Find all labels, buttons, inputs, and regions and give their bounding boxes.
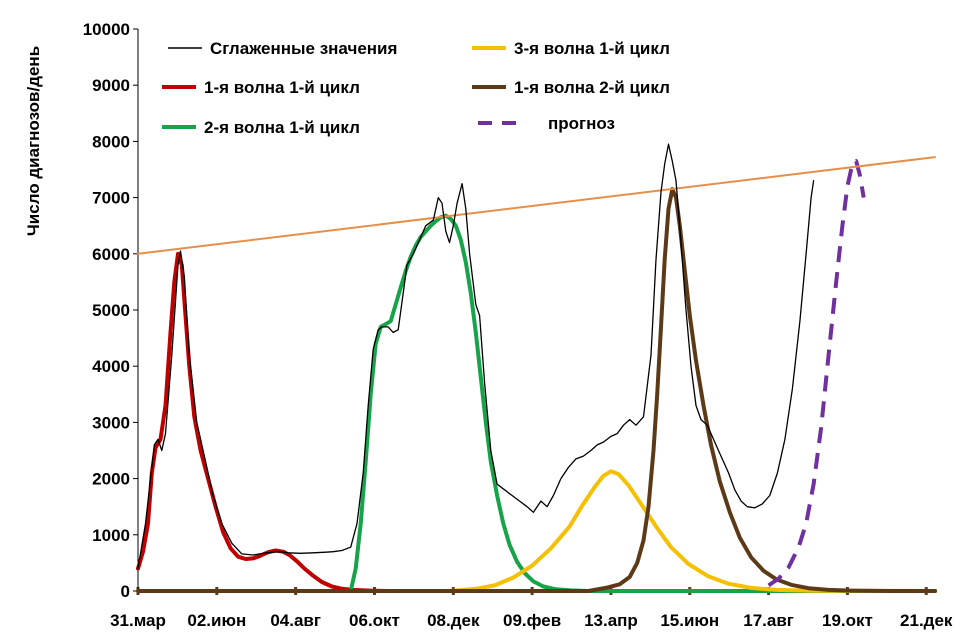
y-axis-label: Число диагнозов/день	[24, 46, 43, 236]
y-tick-label: 8000	[92, 132, 130, 151]
x-tick-label: 09.фев	[503, 611, 561, 630]
legend-label: Сглаженные значения	[210, 39, 397, 58]
y-tick-label: 3000	[92, 413, 130, 432]
legend-label: прогноз	[548, 114, 615, 133]
series-layer	[136, 143, 937, 593]
legend-label: 2-я волна 1-й цикл	[204, 118, 360, 137]
x-ticks: 31.мар 02.июн 04.авг 06.окт 08.дек 09.фев 13.а…	[110, 587, 953, 630]
x-tick-label: 08.дек	[427, 611, 480, 630]
x-tick-label: 15.июн	[660, 611, 719, 630]
y-tick-label: 6000	[92, 245, 130, 264]
y-tick-label: 5000	[92, 301, 130, 320]
legend-label: 1-я волна 2-й цикл	[514, 78, 670, 97]
x-tick-label: 04.авг	[270, 611, 321, 630]
y-tick-label: 7000	[92, 189, 130, 208]
legend: Сглаженные значения 1-я волна 1-й цикл 2-я…	[162, 39, 670, 137]
y-tick-label: 1000	[92, 526, 130, 545]
series-line-4	[136, 187, 937, 593]
legend-label: 3-я волна 1-й цикл	[514, 39, 670, 58]
y-tick-label: 10000	[83, 20, 130, 39]
x-tick-label: 06.окт	[349, 611, 400, 630]
x-tick-label: 02.июн	[187, 611, 246, 630]
series-line-1	[136, 251, 937, 593]
x-tick-label: 21.дек	[900, 611, 953, 630]
x-tick-label: 31.мар	[110, 611, 166, 630]
x-tick-label: 17.авг	[743, 611, 794, 630]
series-line-5	[767, 159, 866, 588]
y-tick-label: 9000	[92, 76, 130, 95]
y-tick-label: 4000	[92, 357, 130, 376]
y-tick-label: 2000	[92, 470, 130, 489]
x-tick-label: 13.апр	[584, 611, 638, 630]
y-tick-label: 0	[121, 582, 130, 601]
series-line-3	[136, 469, 937, 593]
series-line-0	[137, 143, 815, 570]
series-line-6	[137, 156, 936, 255]
x-tick-label: 19.окт	[822, 611, 873, 630]
legend-label: 1-я волна 1-й цикл	[204, 78, 360, 97]
y-ticks: 0 1000 2000 3000 4000 5000 6000 7000 8000 9000 100…	[83, 20, 138, 601]
